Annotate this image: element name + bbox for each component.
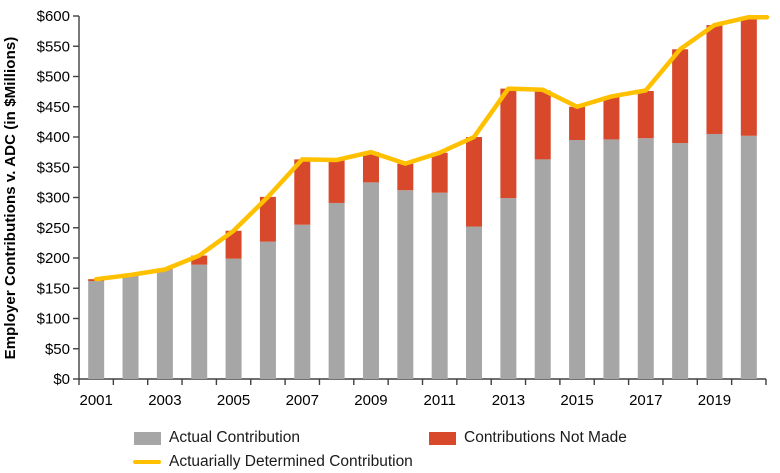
x-tick-label: 2001 xyxy=(79,392,112,409)
x-tick-label: 2003 xyxy=(148,392,181,409)
legend-item-actuarially-determined-contribution: Actuarially Determined Contribution xyxy=(133,453,413,471)
x-tick-label: 2017 xyxy=(629,392,662,409)
legend-label-actuarially-determined-contribution: Actuarially Determined Contribution xyxy=(169,453,413,470)
bar-actual-contribution xyxy=(362,182,379,379)
bar-contributions-not-made xyxy=(637,91,654,139)
adc-line xyxy=(93,14,770,282)
bar-actual-contribution xyxy=(156,270,173,379)
y-tick-label: $600 xyxy=(37,8,70,25)
y-tick-label: $100 xyxy=(37,311,70,328)
bar-actual-contribution xyxy=(466,226,483,379)
bar-contributions-not-made xyxy=(706,25,723,134)
bar-actual-contribution xyxy=(259,241,276,379)
adc-line-swatch xyxy=(133,460,161,464)
bar-contributions-not-made xyxy=(603,96,620,140)
bar-contributions-not-made xyxy=(500,88,517,199)
x-tick-label: 2013 xyxy=(492,392,525,409)
y-tick-label: $500 xyxy=(37,69,70,86)
bar-actual-contribution xyxy=(328,202,345,379)
bar-contributions-not-made xyxy=(740,17,757,136)
y-tick-label: $50 xyxy=(45,341,70,358)
bar-contributions-not-made xyxy=(466,137,483,227)
bar-contributions-not-made xyxy=(534,90,551,160)
bar-contributions-not-made xyxy=(672,49,689,144)
bar-actual-contribution xyxy=(569,140,586,379)
bar-actual-contribution xyxy=(672,143,689,379)
bar-actual-contribution xyxy=(431,192,448,379)
y-tick-label: $150 xyxy=(37,280,70,297)
bar-contributions-not-made xyxy=(569,106,586,141)
y-tick-label: $200 xyxy=(37,250,70,267)
bar-actual-contribution xyxy=(122,275,139,379)
x-tick-label: 2009 xyxy=(354,392,387,409)
bar-actual-contribution xyxy=(534,159,551,379)
y-tick-label: $550 xyxy=(37,38,70,55)
x-tick-label: 2011 xyxy=(424,392,456,409)
y-tick-label: $400 xyxy=(37,129,70,146)
x-tick-label: 2015 xyxy=(560,392,593,409)
bar-contributions-not-made xyxy=(225,230,242,259)
x-tick-label: 2019 xyxy=(698,392,731,409)
legend-label-contributions-not-made: Contributions Not Made xyxy=(464,429,627,446)
chart-canvas: $0 $50 $100 $150 $200 $250 $300 $350 $400 $450 $50… xyxy=(37,8,770,409)
x-tick-label: 2005 xyxy=(217,392,250,409)
bar-actual-contribution xyxy=(225,258,242,379)
legend-item-actual-contribution: Actual Contribution xyxy=(134,429,300,447)
bar-contributions-not-made xyxy=(397,163,414,191)
bar-actual-contribution xyxy=(500,198,517,379)
y-tick-label: $350 xyxy=(37,159,70,176)
y-axis-title: Employer Contributions v. ADC (in $Milli… xyxy=(2,36,19,360)
bar-actual-contribution xyxy=(637,138,654,379)
bar-contributions-not-made xyxy=(328,160,345,203)
bar-actual-contribution xyxy=(706,133,723,379)
y-tick-label: $300 xyxy=(37,190,70,207)
x-tick-label: 2007 xyxy=(286,392,319,409)
legend: Actual Contribution Contributions Not Ma… xyxy=(0,422,780,472)
bar-actual-contribution xyxy=(397,190,414,379)
y-tick-label: $0 xyxy=(53,371,70,388)
bar-actual-contribution xyxy=(88,280,105,379)
legend-label-actual-contribution: Actual Contribution xyxy=(169,429,300,446)
bar-contributions-not-made xyxy=(431,152,448,193)
contributions-not-made-swatch xyxy=(429,431,456,445)
bar-actual-contribution xyxy=(294,224,311,379)
bar-contributions-not-made xyxy=(294,159,311,225)
y-tick-label: $250 xyxy=(37,220,70,237)
bar-contributions-not-made xyxy=(259,196,276,242)
y-tick-label: $450 xyxy=(37,99,70,116)
bar-actual-contribution xyxy=(603,139,620,379)
bar-contributions-not-made xyxy=(362,152,379,183)
actual-contribution-swatch xyxy=(134,431,161,445)
legend-item-contributions-not-made: Contributions Not Made xyxy=(429,429,627,447)
bar-actual-contribution xyxy=(191,264,208,379)
bar-actual-contribution xyxy=(740,135,757,379)
bar-contributions-not-made xyxy=(191,255,208,265)
